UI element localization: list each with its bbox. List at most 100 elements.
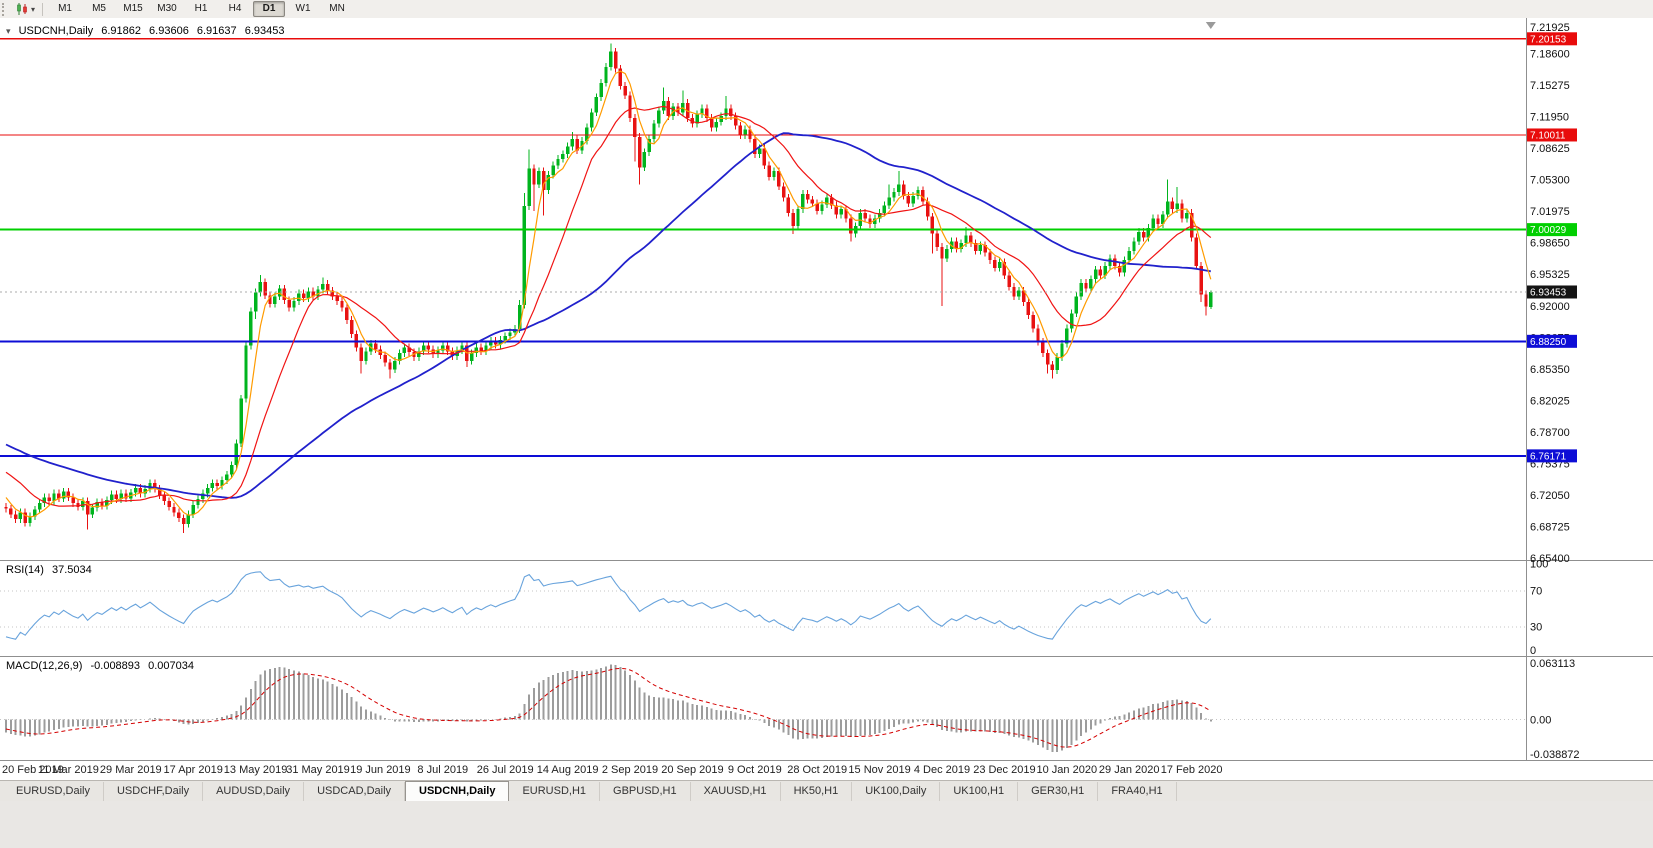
ohlc-open: 6.91862 — [101, 25, 141, 37]
hline-price-label: 6.76171 — [1527, 449, 1577, 463]
ohlc-close: 6.93453 — [244, 25, 285, 37]
date-label: 26 Jul 2019 — [476, 764, 534, 776]
timeframe-button-h4[interactable]: H4 — [228, 3, 242, 14]
price-tick: 6.92000 — [1530, 301, 1570, 313]
date-label: 11 Mar 2019 — [37, 764, 99, 776]
timeframe-button-mn[interactable]: MN — [329, 3, 345, 14]
ohlc-low: 6.91637 — [196, 25, 237, 37]
macd-signal-line — [5, 667, 1212, 748]
svg-text:7.10011: 7.10011 — [1530, 130, 1566, 141]
timeframe-button-d1[interactable]: D1 — [253, 1, 286, 17]
date-label: 13 May 2019 — [223, 764, 288, 776]
chart-area[interactable]: 7.21925 7.18600 7.15275 7.11950 7.08625 7.053… — [0, 18, 1653, 762]
price-tick: 7.15275 — [1530, 80, 1570, 92]
ma-55-line — [5, 132, 1211, 499]
date-label: 31 May 2019 — [286, 764, 350, 776]
rsi-line — [5, 571, 1212, 640]
chart-tab-hk50-h1[interactable]: HK50,H1 — [781, 782, 853, 801]
chart-tab-eurusd-h1[interactable]: EURUSD,H1 — [509, 782, 601, 801]
status-area — [0, 801, 1653, 848]
date-label: 4 Dec 2019 — [913, 764, 971, 776]
chevron-down-icon[interactable]: ▾ — [31, 4, 36, 14]
date-axis[interactable]: 20 Feb 2019 11 Mar 2019 29 Mar 2019 17 Apr … — [0, 762, 1526, 779]
chart-ohlc-readout: ▾ USDCNH,Daily 6.91862 6.93606 6.91637 6… — [6, 25, 289, 37]
toolbar-grip[interactable] — [2, 2, 10, 16]
rsi-name: RSI(14) — [6, 564, 44, 576]
chart-tab-eurusd-daily[interactable]: EURUSD,Daily — [3, 782, 104, 801]
current-price-label: 6.93453 — [1527, 285, 1577, 299]
one-click-trading-arrow[interactable]: ▾ — [6, 26, 11, 36]
rsi-axis-tick: 0 — [1530, 645, 1536, 657]
date-label: 28 Oct 2019 — [787, 764, 848, 776]
date-label: 8 Jul 2019 — [417, 764, 469, 776]
date-label: 2 Sep 2019 — [601, 764, 659, 776]
price-tick: 6.72050 — [1530, 490, 1570, 502]
macd-axis-tick: -0.038872 — [1530, 749, 1580, 761]
hline-price-label: 7.00029 — [1527, 223, 1577, 237]
timeframe-button-group: M1 M5 M15 M30 H1 H4 D1 W1 MN — [48, 1, 354, 17]
chart-tab-ger30-h1[interactable]: GER30,H1 — [1018, 782, 1099, 801]
price-tick: 6.82025 — [1530, 395, 1570, 407]
rsi-axis-tick: 70 — [1530, 586, 1542, 598]
price-tick: 7.08625 — [1530, 143, 1570, 155]
hline-price-label: 7.10011 — [1527, 128, 1577, 142]
date-label: 17 Feb 2020 — [1160, 764, 1223, 776]
chart-tab-usdcad-daily[interactable]: USDCAD,Daily — [304, 782, 406, 801]
price-tick: 7.01975 — [1530, 206, 1570, 218]
candlestick-chart-icon[interactable] — [15, 2, 30, 16]
rsi-value: 37.5034 — [51, 564, 92, 576]
timeframe-button-m15[interactable]: M15 — [123, 3, 143, 14]
date-label: 15 Nov 2019 — [848, 764, 911, 776]
svg-text:7.20153: 7.20153 — [1530, 34, 1567, 45]
chart-symbol-label: USDCNH,Daily — [18, 25, 94, 37]
price-tick: 6.98650 — [1530, 238, 1570, 250]
chart-shift-marker[interactable] — [1205, 22, 1216, 29]
timeframes-toolbar: ▾ M1 M5 M15 M30 H1 H4 D1 W1 MN — [0, 0, 1653, 19]
macd-signal-value: 0.007034 — [148, 660, 194, 672]
date-label: 19 Jun 2019 — [350, 764, 411, 776]
chart-tab-usdcnh-daily[interactable]: USDCNH,Daily — [405, 781, 510, 801]
timeframe-button-m5[interactable]: M5 — [92, 3, 106, 14]
rsi-indicator-label: RSI(14) 37.5034 — [6, 564, 97, 576]
date-label: 20 Feb 2019 — [2, 764, 64, 776]
timeframe-button-w1[interactable]: W1 — [295, 3, 311, 14]
price-tick: 7.18600 — [1530, 49, 1570, 61]
ma-5-line — [5, 70, 1212, 518]
chart-tab-bar: EURUSD,Daily USDCHF,Daily AUDUSD,Daily USDC… — [0, 780, 1653, 801]
chart-tab-gbpusd-h1[interactable]: GBPUSD,H1 — [600, 782, 691, 801]
chart-tab-xauusd-h1[interactable]: XAUUSD,H1 — [691, 782, 781, 801]
timeframe-button-h1[interactable]: H1 — [194, 3, 208, 14]
price-tick: 6.78700 — [1530, 427, 1570, 439]
svg-text:6.88250: 6.88250 — [1530, 337, 1567, 348]
hline-price-label: 6.88250 — [1527, 334, 1577, 348]
price-tick: 6.65400 — [1530, 553, 1570, 565]
price-tick: 6.95325 — [1530, 269, 1570, 281]
price-tick: 7.05300 — [1530, 175, 1570, 187]
svg-text:7.00029: 7.00029 — [1530, 225, 1567, 236]
macd-histogram — [5, 664, 1212, 752]
macd-name: MACD(12,26,9) — [6, 660, 83, 672]
price-tick: 6.68725 — [1530, 521, 1570, 533]
chart-tab-usdchf-daily[interactable]: USDCHF,Daily — [104, 782, 204, 801]
macd-axis-tick: 0.00 — [1530, 714, 1551, 726]
date-label: 14 Aug 2019 — [536, 764, 599, 776]
chart-tab-audusd-daily[interactable]: AUDUSD,Daily — [203, 782, 305, 801]
chart-tab-uk100-daily[interactable]: UK100,Daily — [852, 782, 941, 801]
date-label: 10 Jan 2020 — [1036, 764, 1098, 776]
hline-price-label: 7.20153 — [1527, 32, 1577, 46]
chart-tab-fra40-h1[interactable]: FRA40,H1 — [1098, 782, 1177, 801]
date-label: 17 Apr 2019 — [163, 764, 223, 776]
timeframe-button-m30[interactable]: M30 — [157, 3, 177, 14]
price-tick: 7.21925 — [1530, 22, 1570, 34]
rsi-axis-tick: 30 — [1530, 622, 1542, 634]
date-label: 23 Dec 2019 — [973, 764, 1036, 776]
chart-tab-uk100-h1[interactable]: UK100,H1 — [940, 782, 1019, 801]
price-tick: 6.85350 — [1530, 364, 1570, 376]
date-label: 29 Jan 2020 — [1098, 764, 1160, 776]
candlestick-series — [4, 43, 1213, 533]
date-label: 29 Mar 2019 — [99, 764, 162, 776]
svg-text:6.76171: 6.76171 — [1530, 451, 1567, 462]
timeframe-button-m1[interactable]: M1 — [58, 3, 72, 14]
price-chart-canvas[interactable]: 7.21925 7.18600 7.15275 7.11950 7.08625 7.053… — [0, 18, 1653, 762]
rsi-axis-tick: 100 — [1530, 559, 1548, 571]
